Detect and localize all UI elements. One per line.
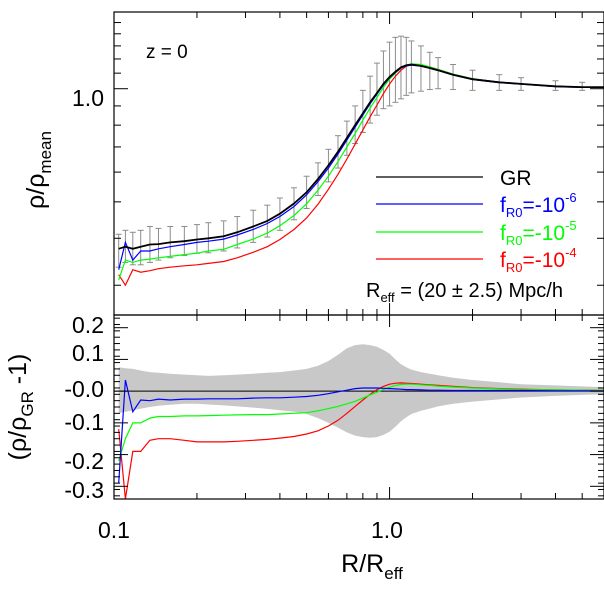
x-axis-label: R/Reff [341, 550, 403, 583]
lower-y-axis-label: (ρ/ρGR -1) [4, 354, 37, 461]
lower-series-fr0-10-6 [118, 379, 604, 484]
lower-ytick-label-0-0: -0.0 [64, 376, 104, 402]
xtick-label-0-1: 0.1 [98, 517, 130, 543]
radius-annotation: Reff = (20 ± 2.5) Mpc/h [366, 280, 563, 305]
axis-ticks [113, 12, 604, 499]
lower-ytick-label-0-2: 0.2 [72, 312, 104, 338]
upper-series-gr [118, 63, 604, 250]
lower-series-fr0-10-5 [118, 383, 604, 462]
upper-ytick-label-1-0: 1.0 [72, 85, 104, 111]
upper-y-axis-label: ρ/ρmean [22, 131, 55, 209]
legend-label-fr6: fR0=-10-6 [500, 190, 577, 220]
legend-label-gr: GR [500, 167, 532, 190]
lower-ytick-label-neg-0-1: -0.1 [64, 409, 104, 435]
lower-ytick-label-neg-0-3: -0.3 [64, 477, 104, 503]
legend-label-fr4: fR0=-10-4 [500, 245, 577, 275]
redshift-annotation: z = 0 [146, 42, 188, 63]
xtick-label-1-0: 1.0 [371, 517, 403, 543]
lower-ytick-label-neg-0-2: -0.2 [64, 448, 104, 474]
legend: GR fR0=-10-6 fR0=-10-5 fR0=-10-4 [376, 167, 577, 275]
legend-label-fr5: fR0=-10-5 [500, 218, 577, 248]
lower-ytick-label-0-1: 0.1 [72, 340, 104, 366]
lower-series-fr0-10-4 [118, 382, 604, 499]
